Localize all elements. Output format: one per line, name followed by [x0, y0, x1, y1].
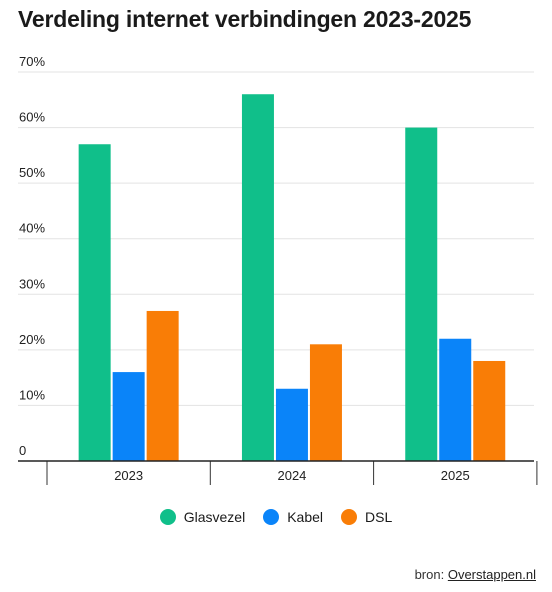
- x-tick-label: 2023: [114, 468, 143, 483]
- source-prefix: bron:: [414, 567, 448, 582]
- x-tick-label: 2024: [277, 468, 306, 483]
- bar: [275, 388, 308, 461]
- legend-item-glasvezel[interactable]: Glasvezel: [159, 509, 246, 525]
- legend-item-kabel[interactable]: Kabel: [263, 509, 323, 525]
- bar: [309, 344, 342, 461]
- source-credit: bron: Overstappen.nl: [415, 567, 536, 582]
- legend-swatch-kabel: [263, 509, 280, 525]
- y-tick-label: 30%: [19, 276, 45, 291]
- legend-item-dsl[interactable]: DSL: [341, 509, 392, 525]
- bar-chart: 0 10% 20% 30% 40% 50% 60% 70% 2023 2024 2025: [18, 54, 538, 485]
- legend-swatch-glasvezel: [159, 509, 176, 525]
- bar: [146, 310, 179, 461]
- source-link[interactable]: Overstappen.nl: [447, 567, 536, 582]
- legend-label-glasvezel: Glasvezel: [183, 509, 246, 525]
- bar: [112, 372, 145, 461]
- bar: [241, 94, 274, 461]
- legend-label-dsl: DSL: [365, 509, 393, 525]
- bar: [405, 127, 438, 462]
- y-tick-label: 20%: [19, 332, 45, 347]
- legend-label-kabel: Kabel: [287, 509, 324, 525]
- y-tick-label: 10%: [19, 387, 45, 402]
- x-tick-label: 2025: [441, 468, 470, 483]
- chart-legend: Glasvezel Kabel DSL: [0, 509, 552, 525]
- y-tick-label: 70%: [19, 54, 45, 69]
- bar: [439, 338, 472, 461]
- y-tick-label: 60%: [19, 110, 45, 125]
- chart-title: Verdeling internet verbindingen 2023-202…: [18, 6, 472, 32]
- legend-swatch-dsl: [341, 509, 358, 525]
- bar: [78, 144, 111, 461]
- bar: [473, 360, 506, 461]
- y-tick-label: 50%: [19, 165, 45, 180]
- y-tick-label: 0: [19, 443, 26, 458]
- y-tick-label: 40%: [19, 221, 45, 236]
